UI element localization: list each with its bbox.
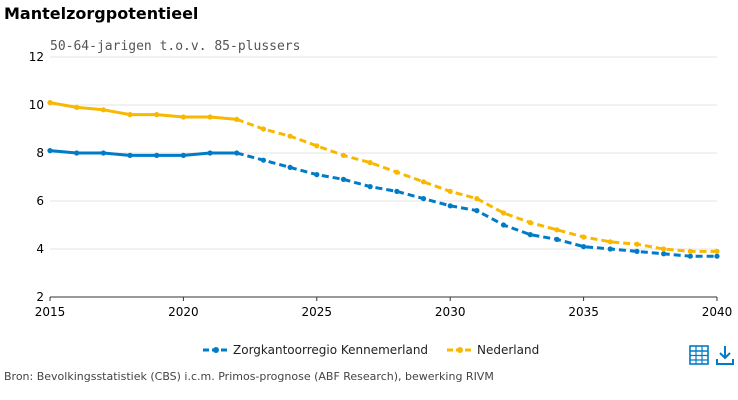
y-tick-label: 12 [29,50,44,64]
data-point[interactable] [500,222,507,228]
data-point[interactable] [581,234,587,240]
data-point[interactable] [420,196,427,202]
series-line-forecast [236,151,717,258]
data-point[interactable] [314,172,320,178]
x-tick-label: 2015 [35,305,66,319]
legend-swatch [447,347,473,353]
data-point[interactable] [527,220,533,226]
data-point[interactable] [447,203,453,209]
data-point[interactable] [687,253,693,259]
data-point[interactable] [47,148,53,154]
data-point[interactable] [367,184,373,190]
data-point[interactable] [634,241,640,247]
download-icon[interactable] [714,344,736,366]
x-axis: 2015 2020 2025 2030 2035 2040 [35,296,733,319]
data-point[interactable] [554,236,560,242]
series-1 [47,148,720,259]
data-point[interactable] [127,152,133,158]
data-point[interactable] [394,169,400,175]
x-tick-label: 2025 [302,305,333,319]
source-note: Bron: Bevolkingsstatistiek (CBS) i.c.m. … [4,370,494,383]
data-point[interactable] [74,104,80,110]
series-line-forecast [236,117,717,253]
data-point[interactable] [714,248,720,254]
data-point[interactable] [154,152,160,158]
legend-label: Nederland [477,343,540,357]
line-chart: 50-64-jarigen t.o.v. 85-plussers 2 4 6 8 10 1… [29,39,733,319]
data-point[interactable] [127,112,133,118]
data-point[interactable] [714,253,720,259]
data-point[interactable] [154,112,160,118]
data-point[interactable] [207,114,213,120]
data-point[interactable] [474,196,480,202]
y-tick-label: 2 [36,290,44,304]
data-point[interactable] [607,239,613,245]
x-tick-label: 2040 [702,305,733,319]
data-point[interactable] [234,150,240,156]
data-point[interactable] [394,188,400,194]
data-point[interactable] [340,176,347,182]
data-point[interactable] [420,179,427,185]
data-point[interactable] [500,210,507,216]
series-line-observed [49,101,237,121]
legend-swatch [203,347,229,353]
y-tick-label: 10 [29,98,44,112]
x-tick-label: 2035 [568,305,599,319]
data-point[interactable] [207,150,213,156]
data-point[interactable] [687,248,693,254]
data-point[interactable] [340,152,347,158]
grid-lines [50,56,717,250]
legend: Zorgkantoorregio Kennemerland Nederland [0,343,738,359]
data-point[interactable] [607,246,613,252]
data-point[interactable] [287,164,293,170]
data-point[interactable] [554,227,560,233]
y-tick-label: 4 [36,242,44,256]
data-point[interactable] [447,188,453,194]
data-point[interactable] [47,100,53,106]
data-point[interactable] [180,152,186,158]
data-point[interactable] [260,157,267,163]
table-icon[interactable] [688,344,710,366]
data-point[interactable] [581,244,587,250]
y-tick-label: 8 [36,146,44,160]
data-point[interactable] [180,114,186,120]
data-point[interactable] [74,150,80,156]
data-point[interactable] [367,160,373,166]
y-axis-ticks: 2 4 6 8 10 12 [29,50,44,304]
legend-item[interactable]: Zorgkantoorregio Kennemerland [203,343,428,357]
series-lines [47,100,720,259]
series-line-observed [49,149,237,157]
x-tick-label: 2030 [435,305,466,319]
data-point[interactable] [314,143,320,149]
x-tick-label: 2020 [168,305,199,319]
data-point[interactable] [287,133,293,139]
data-point[interactable] [260,126,267,132]
series-2 [47,100,720,254]
data-point[interactable] [234,116,240,122]
legend-label: Zorgkantoorregio Kennemerland [233,343,429,357]
data-point[interactable] [661,251,667,257]
y-tick-label: 6 [36,194,44,208]
data-point[interactable] [634,248,640,254]
legend-item[interactable]: Nederland [447,343,539,357]
data-point[interactable] [100,150,106,156]
data-point[interactable] [474,208,480,214]
chart-subtitle: 50-64-jarigen t.o.v. 85-plussers [50,39,300,54]
data-point[interactable] [661,246,667,252]
data-point[interactable] [527,232,533,238]
chart-title: Mantelzorgpotentieel [4,4,199,23]
data-point[interactable] [100,107,106,113]
